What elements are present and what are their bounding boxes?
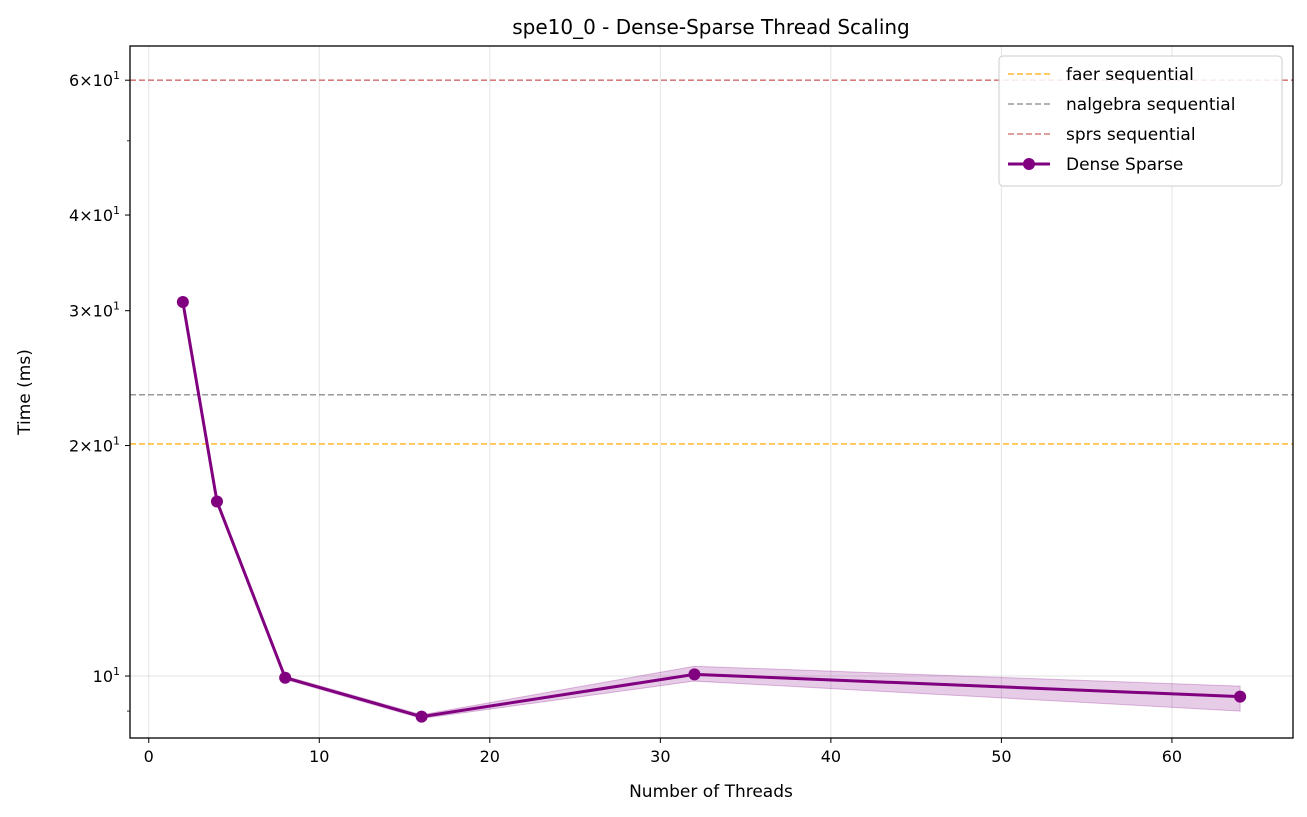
reference-lines — [130, 79, 1293, 445]
x-tick-label: 20 — [480, 747, 500, 766]
data-point — [176, 295, 189, 308]
data-point — [688, 668, 701, 681]
series-layer — [176, 295, 1247, 723]
legend-label: nalgebra sequential — [1066, 95, 1235, 115]
x-tick-label: 40 — [821, 747, 841, 766]
legend-label: sprs sequential — [1066, 125, 1196, 145]
x-tick-label: 50 — [991, 747, 1011, 766]
series-line — [181, 301, 1241, 719]
grid — [130, 46, 1293, 738]
x-tick-label: 10 — [309, 747, 329, 766]
x-axis-label: Number of Threads — [629, 782, 793, 802]
x-tick-label: 30 — [650, 747, 670, 766]
plot-area — [130, 46, 1293, 738]
x-tick-label: 60 — [1162, 747, 1182, 766]
y-tick-label: 2×101 — [69, 435, 120, 456]
y-tick-label: 101 — [93, 665, 120, 686]
legend-label: Dense Sparse — [1066, 155, 1183, 175]
x-axis: 0 10 20 30 40 50 60 — [144, 738, 1182, 766]
y-axis: 101 2×101 3×101 4×101 6×101 — [69, 69, 130, 712]
plot-frame — [129, 45, 1294, 739]
legend-label: faer sequential — [1066, 65, 1194, 85]
legend-marker — [1023, 158, 1035, 170]
y-tick-label: 4×101 — [69, 204, 120, 225]
y-tick-label: 3×101 — [69, 300, 120, 321]
data-point — [210, 495, 223, 508]
data-point — [279, 671, 292, 684]
x-tick-label: 0 — [144, 747, 154, 766]
data-point — [1234, 690, 1247, 703]
y-tick-label: 6×101 — [69, 69, 120, 90]
legend: faer sequential nalgebra sequential sprs s… — [998, 55, 1283, 187]
y-axis-label: Time (ms) — [15, 349, 35, 436]
legend-box — [998, 55, 1283, 187]
data-point — [415, 710, 428, 723]
chart-title: spe10_0 - Dense-Sparse Thread Scaling — [512, 15, 910, 39]
